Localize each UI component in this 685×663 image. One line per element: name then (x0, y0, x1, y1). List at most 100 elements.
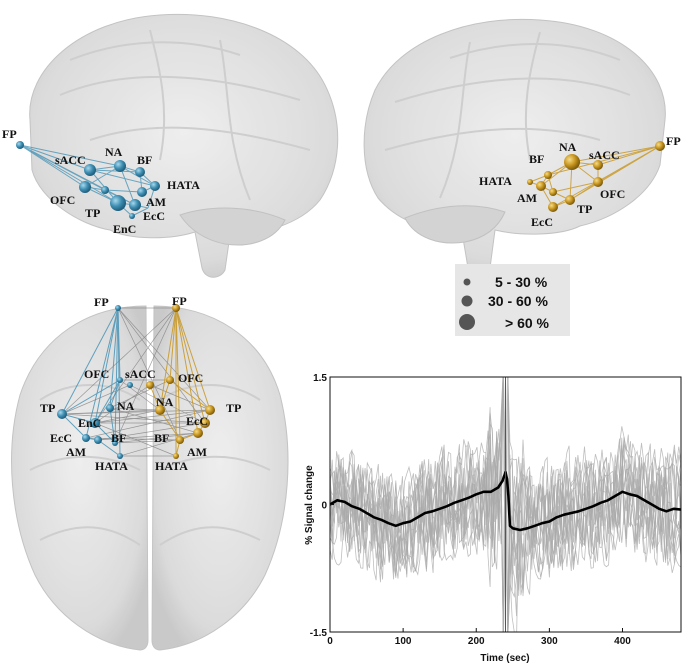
node-sacc (84, 164, 96, 176)
node-am-right (193, 428, 203, 438)
label-am: AM (517, 191, 537, 205)
label-fp: FP (2, 127, 17, 141)
label-bf-left: BF (111, 431, 126, 445)
legend-label-small: 5 - 30 % (495, 274, 548, 290)
x-tick-label: 200 (468, 636, 485, 647)
label-ecc-left: EcC (50, 431, 72, 445)
node-na-right (155, 405, 165, 415)
individual-traces (330, 377, 681, 632)
node-bf (544, 171, 552, 179)
label-hata: HATA (479, 174, 512, 188)
label-tp: TP (85, 206, 100, 220)
x-tick-label: 0 (327, 636, 333, 647)
label-sacc: sACC (589, 148, 620, 162)
node-sacc-right (146, 381, 154, 389)
lateral-left-panel: FP sACC NA BF HATA OFC AM TP EcC EnC (2, 13, 339, 278)
left-network-labels: FP sACC NA BF HATA OFC AM TP EcC EnC (2, 127, 200, 236)
node-bf (135, 167, 145, 177)
legend-label-medium: 30 - 60 % (488, 293, 548, 309)
node-ofc-right (166, 376, 174, 384)
node-tp (565, 195, 575, 205)
label-fp-right: FP (172, 294, 187, 308)
legend-dot-small (463, 278, 471, 286)
individual-trace (330, 377, 681, 632)
node-bf-left (112, 440, 118, 446)
node-ecc (548, 202, 558, 212)
label-na: NA (105, 145, 123, 159)
node-na-left (106, 404, 114, 412)
node-tp-right (205, 405, 215, 415)
label-am-right: AM (187, 445, 207, 459)
node-sacc-left (127, 382, 133, 388)
label-ecc: EcC (531, 215, 553, 229)
label-am-left: AM (66, 445, 86, 459)
legend: 5 - 30 % 30 - 60 % > 60 % (455, 264, 570, 336)
node-ofc (79, 181, 91, 193)
node-am (536, 181, 546, 191)
label-hata-left: HATA (95, 459, 128, 473)
label-tp: TP (577, 202, 592, 216)
brain-left-lateral (29, 13, 339, 278)
y-axis: 1.5 0 -1.5 (310, 373, 334, 639)
mean-trace (329, 470, 682, 532)
y-tick-label: 0 (321, 501, 327, 512)
node-fp-right (172, 304, 180, 312)
axial-panel: FP FP OFC sACC OFC TP NA NA TP EnC EcC B… (11, 294, 289, 651)
y-tick-label: 1.5 (313, 373, 327, 384)
label-hata-right: HATA (155, 459, 188, 473)
node-bf-right (176, 436, 184, 444)
node-fp (16, 141, 24, 149)
y-tick-label: -1.5 (310, 628, 328, 639)
node-extra (549, 188, 557, 196)
label-bf: BF (137, 153, 152, 167)
legend-dot-large (459, 314, 475, 330)
node-hata-left (117, 453, 123, 459)
x-axis: 0 100 200 300 400 (327, 628, 631, 647)
x-tick-label: 300 (541, 636, 558, 647)
axial-nodes (57, 304, 215, 459)
label-ofc-left: OFC (84, 367, 109, 381)
mean-trace-layer (329, 377, 682, 632)
label-sacc: sACC (55, 153, 86, 167)
left-network-edges (19, 144, 156, 217)
label-hata: HATA (167, 178, 200, 192)
node-enc (129, 213, 135, 219)
label-na-right: NA (156, 395, 174, 409)
legend-label-large: > 60 % (505, 315, 550, 331)
node-tp-left (57, 409, 67, 419)
node-ofc (593, 177, 603, 187)
y-axis-label: % Signal change (304, 465, 315, 545)
node-na (114, 160, 126, 172)
label-bf-right: BF (154, 431, 169, 445)
signal-chart: 0 100 200 300 400 1.50-1.5 Time (sec) % Sign… (304, 373, 682, 663)
node-sacc (593, 160, 603, 170)
brain-right-lateral (363, 18, 666, 278)
node-hata (150, 181, 160, 191)
label-ecc: EcC (143, 209, 165, 223)
individual-trace (330, 377, 681, 575)
label-tp-left: TP (40, 401, 55, 415)
x-tick-label: 400 (614, 636, 631, 647)
label-ofc: OFC (600, 187, 625, 201)
label-enc: EnC (78, 416, 101, 430)
node-am (137, 187, 147, 197)
label-ecc-right: EcC (186, 414, 208, 428)
legend-dot-medium (461, 295, 473, 307)
node-tp (110, 195, 126, 211)
node-ecc-left (82, 434, 90, 442)
label-am: AM (146, 195, 166, 209)
label-enc: EnC (113, 222, 136, 236)
right-network-nodes (527, 141, 665, 212)
brain-axial (11, 305, 289, 651)
node-ecc-right (200, 418, 210, 428)
node-hata-right (173, 453, 179, 459)
label-na: NA (559, 140, 577, 154)
label-ofc: OFC (50, 193, 75, 207)
node-extra (101, 186, 109, 194)
x-axis-label: Time (sec) (480, 653, 529, 663)
left-network-nodes (16, 141, 160, 219)
node-hata (527, 179, 533, 185)
axial-cross-edges (61, 307, 211, 457)
lateral-right-panel: BF NA sACC FP HATA OFC AM TP EcC (363, 18, 681, 278)
individual-trace (330, 377, 681, 632)
